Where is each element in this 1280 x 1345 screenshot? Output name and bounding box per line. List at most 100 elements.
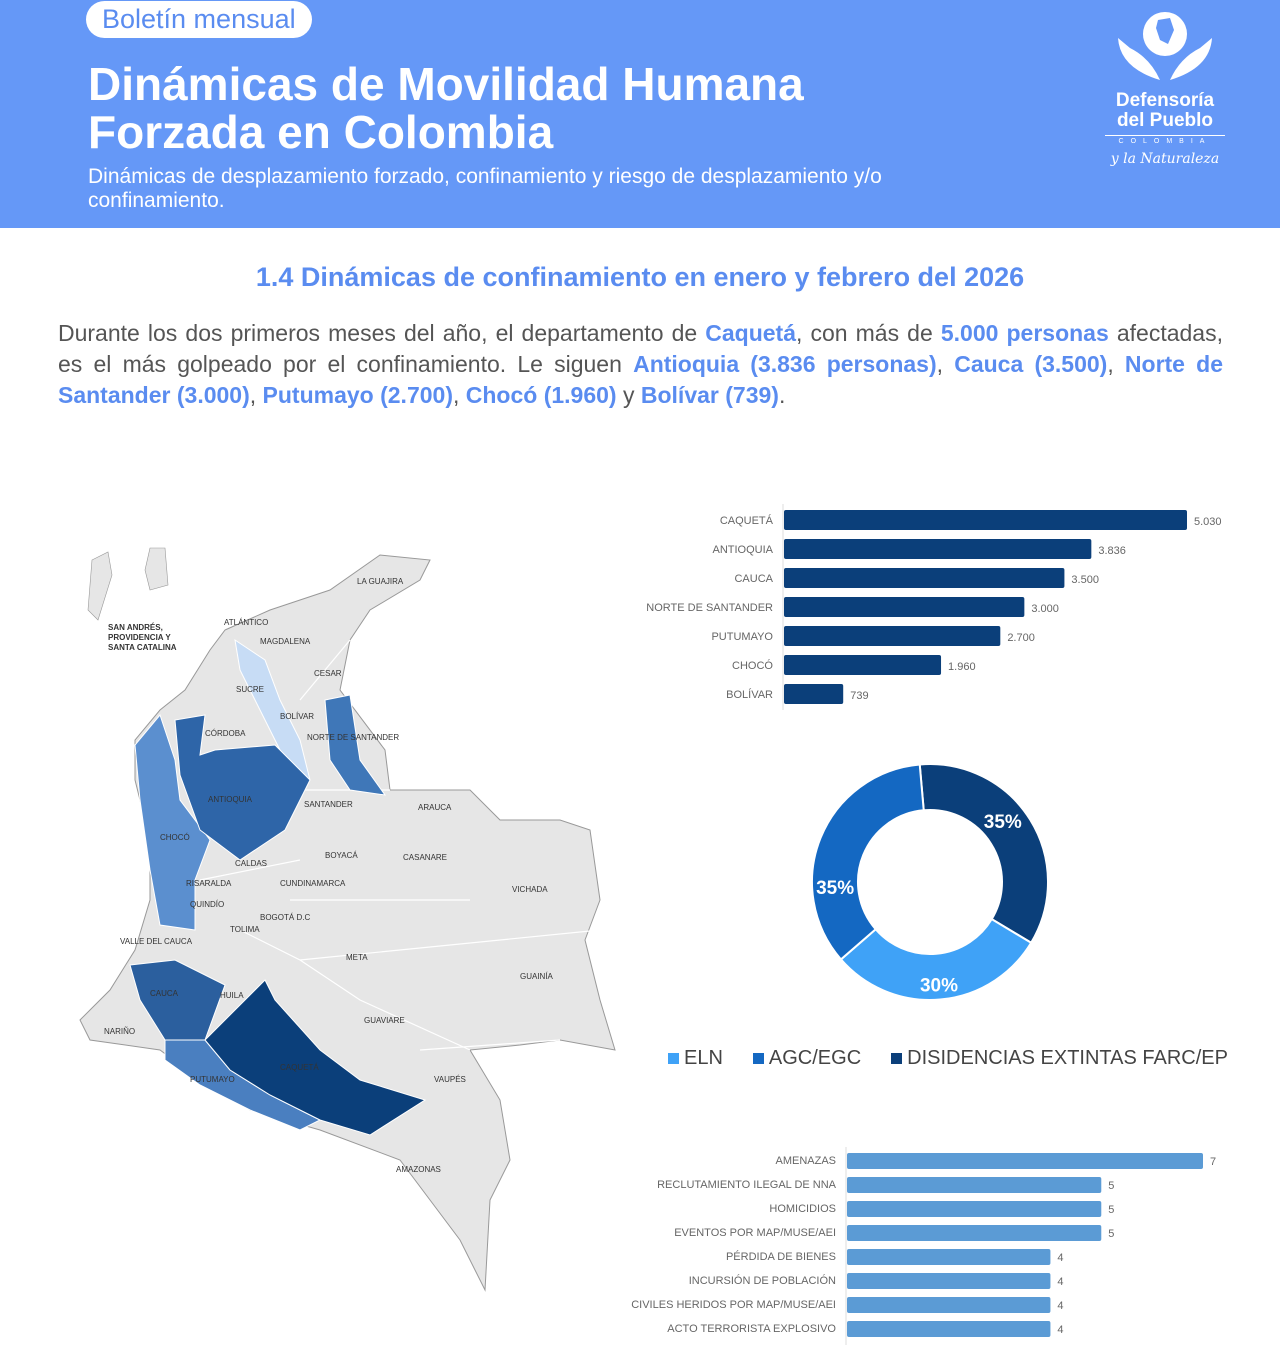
island-san-andres bbox=[87, 551, 113, 621]
paragraph-text: , bbox=[936, 351, 955, 377]
bar bbox=[784, 597, 1025, 617]
map-label: QUINDÍO bbox=[190, 900, 224, 909]
donut-percent-label: 35% bbox=[816, 878, 854, 899]
highlight-text: 5.000 personas bbox=[940, 320, 1109, 346]
donut-slice bbox=[918, 763, 1049, 945]
legend-item: ELN bbox=[668, 1047, 723, 1070]
bar-category-label: BOLÍVAR bbox=[726, 688, 773, 701]
section-heading: 1.4 Dinámicas de confinamiento en enero … bbox=[255, 262, 1025, 292]
victimizing-events-chart: AMENAZAS 7 RECLUTAMIENTO ILEGAL DE NNA 5 HOM… bbox=[631, 1147, 1216, 1345]
bar-category-label: RECLUTAMIENTO ILEGAL DE NNA bbox=[657, 1179, 837, 1191]
bar-value-label: 2.700 bbox=[1007, 632, 1035, 644]
highlight-text: Antioquia (3.836 personas) bbox=[633, 351, 937, 377]
bar bbox=[784, 626, 1001, 646]
bar-value-label: 1.960 bbox=[948, 661, 976, 673]
map-label: PROVIDENCIA Y bbox=[108, 633, 171, 642]
donut-slice bbox=[839, 917, 1033, 1001]
map-label: CHOCÓ bbox=[160, 833, 190, 842]
bar bbox=[784, 655, 942, 675]
doves-globe-icon bbox=[1118, 12, 1212, 80]
bar-category-label: PUTUMAYO bbox=[711, 631, 773, 643]
bar-category-label: EVENTOS POR MAP/MUSE/AEI bbox=[674, 1227, 836, 1239]
map-label: VICHADA bbox=[512, 885, 548, 894]
bar bbox=[847, 1201, 1102, 1217]
map-label: CASANARE bbox=[403, 853, 447, 862]
bar bbox=[784, 684, 844, 704]
paragraph-text: , bbox=[452, 382, 466, 408]
map-label: BOYACÁ bbox=[325, 851, 358, 860]
legend-item: DISIDENCIAS EXTINTAS FARC/EP bbox=[891, 1047, 1228, 1070]
bar-value-label: 7 bbox=[1210, 1156, 1216, 1168]
map-label: RISARALDA bbox=[186, 879, 232, 888]
bar-category-label: AMENAZAS bbox=[775, 1155, 836, 1167]
map-label: PUTUMAYO bbox=[190, 1075, 235, 1084]
bar-value-label: 4 bbox=[1057, 1300, 1063, 1312]
paragraph-text: . bbox=[778, 382, 786, 408]
bar bbox=[847, 1153, 1203, 1169]
bar bbox=[847, 1273, 1051, 1289]
bar bbox=[784, 539, 1092, 559]
highlight-text: Chocó (1.960) bbox=[465, 382, 617, 408]
page-subtitle: Dinámicas de desplazamiento forzado, con… bbox=[88, 165, 882, 212]
bar-category-label: ACTO TERRORISTA EXPLOSIVO bbox=[667, 1323, 836, 1335]
map-label: ANTIOQUIA bbox=[208, 795, 253, 804]
map-label: LA GUAJIRA bbox=[357, 577, 404, 586]
map-label: TOLIMA bbox=[230, 925, 260, 934]
map-label: SUCRE bbox=[236, 685, 264, 694]
bar bbox=[784, 510, 1187, 530]
header-banner: Boletín mensual Dinámicas de Movilidad H… bbox=[0, 0, 1280, 228]
map-label: BOGOTÁ D.C bbox=[260, 913, 310, 922]
map-label: BOLÍVAR bbox=[280, 712, 314, 721]
bar-category-label: HOMICIDIOS bbox=[769, 1203, 836, 1215]
bar-category-label: CAQUETÁ bbox=[720, 514, 774, 527]
map-label: GUAINÍA bbox=[520, 972, 554, 981]
confinement-by-department-chart: CAQUETÁ 5.030 ANTIOQUIA 3.836 CAUCA 3.500 NORT… bbox=[646, 504, 1222, 710]
paragraph-text: Durante los dos primeros meses del año, … bbox=[58, 320, 706, 346]
map-label: VAUPÉS bbox=[434, 1075, 466, 1084]
section-paragraph: Durante los dos primeros meses del año, … bbox=[58, 318, 1223, 411]
legend-swatch bbox=[891, 1053, 903, 1064]
bar-value-label: 739 bbox=[850, 690, 868, 702]
bulletin-badge: Boletín mensual bbox=[86, 1, 312, 38]
donut-slice bbox=[811, 763, 925, 961]
highlight-text: Norte de Santander (3.000) bbox=[58, 351, 1223, 408]
map-label: ATLÁNTICO bbox=[224, 618, 268, 627]
paragraph-text: afectadas, es el más golpeado por el con… bbox=[58, 320, 1223, 377]
highlight-text: Caquetá bbox=[705, 320, 796, 346]
map-label: CESAR bbox=[314, 669, 342, 678]
region-norte-de-santander bbox=[324, 694, 387, 796]
bar-value-label: 3.500 bbox=[1071, 574, 1099, 586]
bar-value-label: 3.000 bbox=[1031, 603, 1059, 615]
country-outline bbox=[79, 554, 616, 1292]
bar-value-label: 3.836 bbox=[1098, 545, 1126, 557]
bar bbox=[847, 1177, 1102, 1193]
bar-category-label: ANTIOQUIA bbox=[712, 544, 773, 556]
bar-category-label: CAUCA bbox=[734, 573, 773, 585]
legend-swatch bbox=[668, 1053, 679, 1064]
map-label: NARIÑO bbox=[104, 1027, 135, 1036]
map-label: AMAZONAS bbox=[396, 1165, 441, 1174]
region-caqueta bbox=[204, 979, 427, 1136]
map-label: ARAUCA bbox=[418, 803, 452, 812]
bar-category-label: CIVILES HERIDOS POR MAP/MUSE/AEI bbox=[631, 1299, 836, 1311]
legend-label: DISIDENCIAS EXTINTAS FARC/EP bbox=[907, 1047, 1228, 1069]
map-label: CAQUETÁ bbox=[280, 1063, 319, 1072]
highlight-text: Cauca (3.500) bbox=[954, 351, 1108, 377]
paragraph-text: , bbox=[1107, 351, 1125, 377]
map-label: MAGDALENA bbox=[260, 637, 311, 646]
bar bbox=[847, 1225, 1102, 1241]
bar-value-label: 4 bbox=[1057, 1276, 1063, 1288]
highlight-text: Putumayo (2.700) bbox=[262, 382, 453, 408]
highlight-text: Bolívar (739) bbox=[640, 382, 779, 408]
bar bbox=[847, 1249, 1051, 1265]
bar-value-label: 5 bbox=[1108, 1204, 1114, 1216]
bar-value-label: 4 bbox=[1057, 1324, 1063, 1336]
bar-category-label: INCURSIÓN DE POBLACIÓN bbox=[689, 1274, 836, 1287]
bar-category-label: PÉRDIDA DE BIENES bbox=[726, 1250, 836, 1263]
bar-category-label: NORTE DE SANTANDER bbox=[646, 602, 773, 614]
legend-label: AGC/EGC bbox=[768, 1047, 862, 1069]
defensoria-logo: Defensoría del Pueblo COLOMBIA y la Natu… bbox=[1105, 8, 1225, 167]
bar bbox=[847, 1297, 1051, 1313]
island-providencia bbox=[144, 547, 169, 591]
